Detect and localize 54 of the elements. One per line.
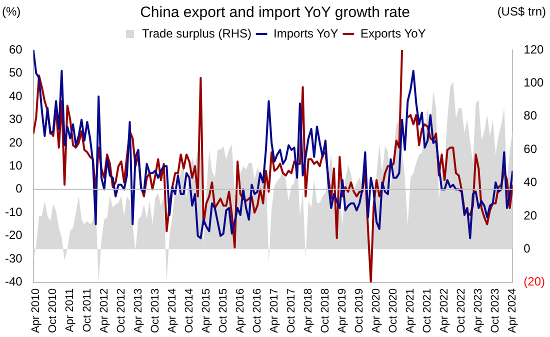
x-tick-label: Apr 2017 xyxy=(268,288,280,334)
x-tick-label: Oct 2020 xyxy=(388,288,400,333)
y-tick-label: 10 xyxy=(8,158,23,172)
x-tick-label: Oct 2022 xyxy=(456,288,468,333)
y2-tick-label: (20) xyxy=(524,274,546,289)
x-tick-label: Apr 2014 xyxy=(166,288,178,334)
y-tick-label: 20 xyxy=(8,135,23,150)
x-tick-label: Apr 2012 xyxy=(98,288,110,334)
y2-tick-label: 40 xyxy=(524,175,538,190)
legend-label: Exports YoY xyxy=(360,26,426,40)
y2-tick-label: 20 xyxy=(524,208,538,222)
y2-tick-label: 100 xyxy=(524,76,544,90)
x-tick-label: Apr 2013 xyxy=(132,288,144,334)
x-tick-label: Oct 2019 xyxy=(354,288,366,333)
chart-title: China export and import YoY growth rate xyxy=(140,4,410,22)
x-tick-label: Oct 2012 xyxy=(115,288,128,333)
x-tick-label: Oct 2011 xyxy=(81,288,94,332)
y-tick-label: -10 xyxy=(5,204,23,219)
x-tick-label: Apr 2020 xyxy=(370,288,383,334)
x-tick-label: Oct 2010 xyxy=(47,288,60,333)
x-tick-label: Oct 2017 xyxy=(285,288,298,333)
x-tick-label: Apr 2015 xyxy=(200,288,212,334)
y2-tick-label: 0 xyxy=(524,241,531,256)
x-tick-label: Apr 2011 xyxy=(64,288,76,332)
y2-tick-label: 120 xyxy=(524,42,544,56)
legend-label: Imports YoY xyxy=(274,26,338,40)
x-tick-label: Apr 2022 xyxy=(438,288,451,334)
x-tick-label: Apr 2021 xyxy=(404,288,417,334)
x-tick-label: Apr 2023 xyxy=(472,288,485,334)
x-tick-label: Apr 2018 xyxy=(302,288,314,334)
x-tick-label: Oct 2013 xyxy=(149,288,162,333)
x-tick-label: Apr 2016 xyxy=(234,288,246,334)
x-tick-label: Oct 2021 xyxy=(422,288,434,333)
x-tick-label: Apr 2010 xyxy=(30,288,42,334)
y-tick-label: 0 xyxy=(16,182,23,196)
y2-tick-label: 60 xyxy=(524,142,538,156)
y-tick-label: -20 xyxy=(5,228,23,242)
x-tick-label: Apr 2024 xyxy=(506,288,519,334)
x-tick-label: Oct 2014 xyxy=(183,288,196,333)
x-tick-label: Oct 2018 xyxy=(320,288,332,333)
y-tick-label: 40 xyxy=(8,88,23,103)
x-tick-label: Oct 2016 xyxy=(251,288,264,333)
x-tick-label: Oct 2015 xyxy=(217,288,230,333)
y2-tick-label: 80 xyxy=(524,108,538,123)
y-tick-label: -30 xyxy=(5,251,23,266)
y-tick-label: 50 xyxy=(8,66,23,80)
y-tick-label: 60 xyxy=(8,42,23,56)
x-tick-label: Apr 2019 xyxy=(336,288,349,334)
legend-label: Trade surplus (RHS) xyxy=(142,26,252,40)
y2-axis-title: (US$ trn) xyxy=(497,4,546,18)
y-axis-title: (%) xyxy=(2,4,21,18)
y-tick-label: 30 xyxy=(8,112,23,126)
y-tick-label: -40 xyxy=(5,274,23,289)
x-tick-label: Oct 2023 xyxy=(490,288,502,333)
